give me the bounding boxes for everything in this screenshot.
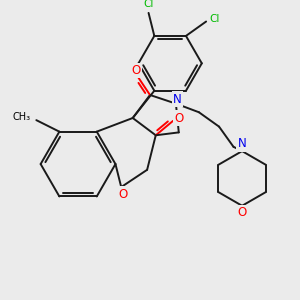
Text: O: O bbox=[238, 206, 247, 220]
Text: O: O bbox=[118, 188, 127, 201]
Text: CH₃: CH₃ bbox=[12, 112, 31, 122]
Text: Cl: Cl bbox=[210, 14, 220, 24]
Text: O: O bbox=[174, 112, 183, 124]
Text: Cl: Cl bbox=[143, 0, 154, 9]
Text: O: O bbox=[131, 64, 140, 77]
Text: N: N bbox=[238, 137, 247, 150]
Text: N: N bbox=[173, 93, 182, 106]
